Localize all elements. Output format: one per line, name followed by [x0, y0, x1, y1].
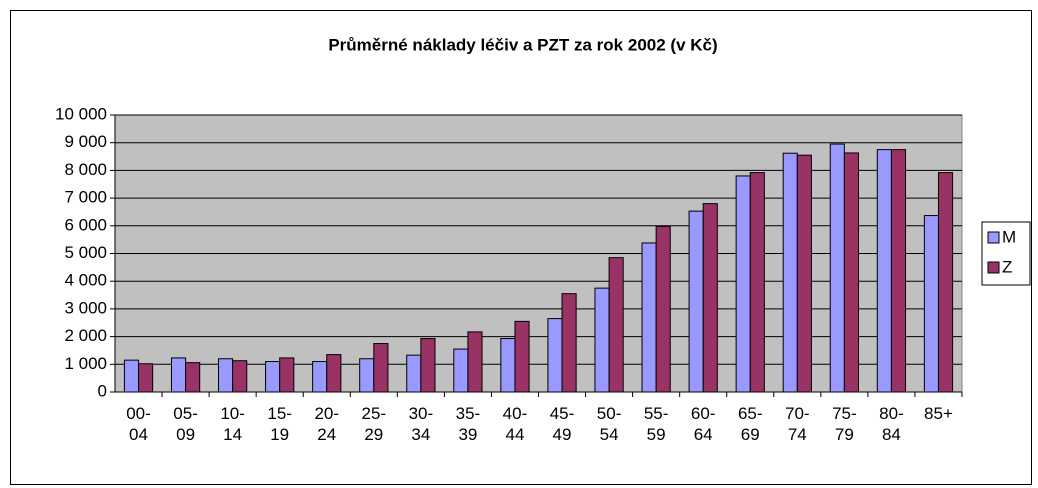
bar: [735, 175, 751, 393]
y-tick-label: 0: [98, 381, 107, 400]
bar: [279, 357, 295, 393]
bar: [843, 152, 859, 393]
x-tick-label: 25-29: [361, 404, 387, 444]
bar: [749, 172, 765, 393]
bar: [688, 210, 704, 393]
x-tick-label: 85+: [924, 404, 953, 423]
legend-swatch: [987, 261, 1000, 274]
y-tick-label: 4 000: [64, 271, 107, 290]
legend-swatch: [987, 231, 1000, 244]
bar: [265, 361, 281, 393]
bar: [890, 149, 907, 393]
y-tick-label: 3 000: [64, 298, 107, 317]
x-tick-label: 05-09: [173, 404, 198, 444]
chart-title: Průměrné náklady léčiv a PZT za rok 2002…: [328, 35, 717, 54]
bar: [641, 242, 657, 393]
bar: [829, 143, 845, 393]
legend-label: M: [1002, 227, 1016, 246]
x-tick-label: 20-24: [314, 404, 340, 444]
bar: [123, 359, 140, 393]
bar: [796, 154, 812, 393]
x-tick-label: 65-69: [737, 404, 763, 444]
bar: [185, 362, 201, 393]
bar: [514, 320, 530, 393]
bar: [608, 257, 624, 393]
x-tick-label: 00-04: [126, 404, 151, 444]
bar: [500, 338, 516, 393]
legend-label: Z: [1002, 257, 1012, 276]
bar: [359, 358, 375, 393]
x-tick-label: 10-14: [220, 404, 245, 444]
bar: [373, 343, 389, 393]
y-tick-label: 5 000: [64, 243, 107, 262]
bar: [406, 354, 422, 393]
y-tick-label: 9 000: [64, 132, 107, 151]
bar: [702, 203, 718, 393]
bar: [232, 360, 248, 393]
bar: [326, 354, 342, 393]
bar: [594, 287, 610, 393]
x-tick-label: 40-44: [502, 404, 528, 444]
x-tick-label: 50-54: [596, 404, 622, 444]
bar: [312, 361, 328, 393]
y-tick-label: 7 000: [64, 188, 107, 207]
bar: [420, 338, 436, 393]
bar: [170, 357, 187, 393]
y-tick-label: 2 000: [64, 326, 107, 345]
bar: [937, 172, 954, 393]
bar: [467, 331, 483, 393]
y-tick-label: 1 000: [64, 354, 107, 373]
x-tick-label: 30-34: [408, 404, 434, 444]
x-tick-label: 80-84: [879, 404, 904, 444]
bar: [782, 152, 798, 393]
bar: [655, 225, 671, 393]
x-tick-label: 45-49: [549, 404, 575, 444]
bar: [218, 358, 234, 393]
x-tick-label: 75-79: [832, 404, 857, 444]
bar: [876, 149, 892, 393]
x-tick-label: 70-74: [785, 404, 810, 444]
x-tick-label: 55-59: [643, 404, 669, 444]
bar: [453, 348, 469, 393]
y-tick-label: 8 000: [64, 160, 107, 179]
bar: [561, 293, 577, 393]
bar: [923, 215, 939, 393]
x-tick-label: 15-19: [267, 404, 292, 444]
y-tick-label: 6 000: [64, 215, 107, 234]
y-tick-label: 10 000: [55, 104, 107, 123]
bar: [138, 363, 154, 393]
x-tick-label: 60-64: [690, 404, 716, 444]
bar: [547, 318, 563, 393]
x-tick-label: 35-39: [455, 404, 481, 444]
